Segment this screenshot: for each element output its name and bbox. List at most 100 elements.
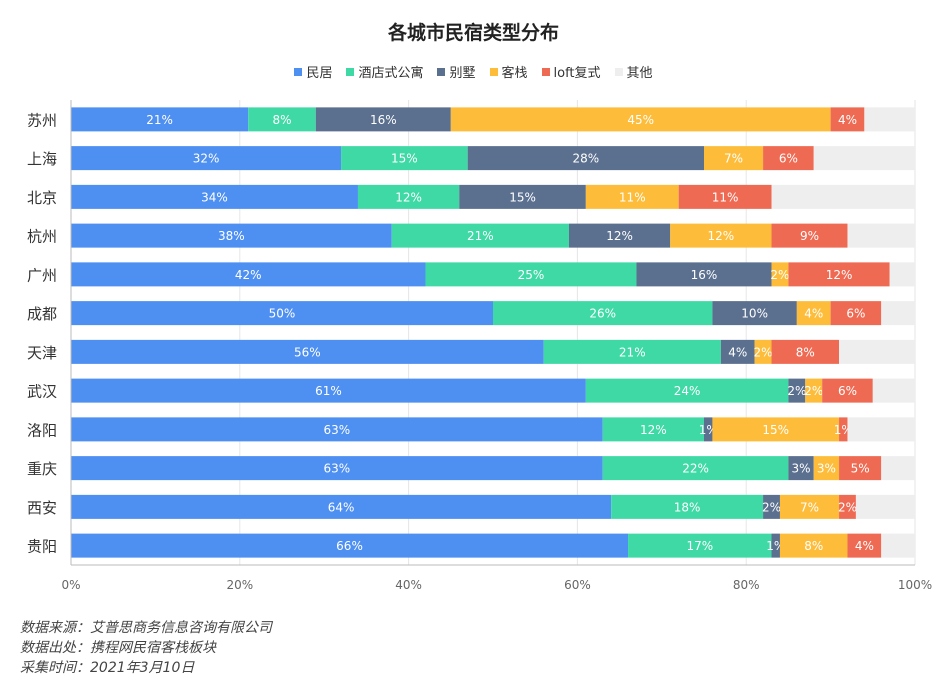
data-label: 15% [509,190,536,204]
data-label: 56% [294,345,321,359]
legend-label: loft复式 [553,66,601,81]
bar-segment [71,262,426,287]
data-label: 12% [708,229,735,243]
bar-segment [839,456,882,481]
bar-segment [771,184,915,209]
bar-segment [391,223,569,248]
category-label: 广州 [27,266,57,284]
data-label: 50% [269,307,296,321]
legend-label: 别墅 [449,66,476,81]
bar-chart: 0% 20% 40% 60% 80% 100% 21% 8% 16% 45% 4% 苏州 32% 15% 2… [27,100,932,592]
legend-swatch [346,67,355,76]
bar-segment [839,417,848,442]
bar-segment [493,301,713,326]
bar-segment [881,301,915,326]
bar-segment [771,339,840,364]
bar-segment [881,533,915,558]
category-label: 成都 [27,305,57,323]
bar-segment [847,417,915,442]
legend-item-3[interactable]: 客栈 [489,62,528,81]
bar-segment [543,339,721,364]
bar-segment [771,533,780,558]
legend: 民居 酒店式公寓 别墅 客栈 loft复式 其他 [0,62,947,81]
data-label: 3% [792,462,811,476]
data-label: 11% [619,190,646,204]
bar-segment [71,146,342,171]
bar-segment [450,107,831,132]
bar-segment [779,494,840,519]
bar-segment [813,146,915,171]
data-label: 9% [800,229,819,243]
data-label: 61% [315,384,342,398]
category-label: 上海 [27,150,57,168]
bar-segment [71,107,249,132]
legend-swatch [294,67,303,76]
category-label: 武汉 [27,383,57,401]
data-label: 28% [573,152,600,166]
bar-segment [357,184,460,209]
category-label: 北京 [27,189,57,207]
bar-segment [568,223,671,248]
bar-segment [636,262,772,287]
bar-segment [872,378,915,403]
bar-segment [864,107,915,132]
data-label: 2% [787,384,806,398]
bar-segment [788,378,806,403]
source-line-1: 数据来源：艾普思商务信息咨询有限公司 [20,620,272,636]
bar-segment [678,184,772,209]
legend-label: 其他 [626,66,653,81]
legend-item-4[interactable]: loft复式 [541,62,601,81]
legend-swatch [614,67,623,76]
data-label: 2% [762,500,781,514]
bar-segment [628,533,772,558]
bar-segment [822,378,873,403]
legend-item-2[interactable]: 别墅 [437,62,476,81]
data-label: 2% [804,384,823,398]
x-tick-label: 100% [898,578,932,592]
data-label: 3% [817,462,836,476]
category-label: 贵阳 [27,538,57,556]
data-label: 25% [518,268,545,282]
bar-segment [71,378,586,403]
bar-segment [425,262,637,287]
data-label: 2% [770,268,789,282]
data-label: 4% [855,539,874,553]
bar-segment [763,146,814,171]
bar-segment [341,146,468,171]
data-label: 7% [724,152,743,166]
data-label: 66% [336,539,363,553]
x-tick-label: 0% [61,578,80,592]
bar-segment [602,456,789,481]
data-label: 15% [391,152,418,166]
data-label: 8% [796,345,815,359]
bar-segment [796,301,831,326]
bar-segment [779,533,848,558]
bar-segment [830,301,882,326]
data-label: 16% [370,113,397,127]
data-label: 4% [728,345,747,359]
source-line-2: 数据出处：携程网民宿客栈板块 [20,640,216,656]
legend-item-5[interactable]: 其他 [614,62,653,81]
x-tick-label: 40% [395,578,422,592]
data-label: 12% [640,423,667,437]
bar-segment [847,223,915,248]
legend-item-0[interactable]: 民居 [294,62,332,81]
data-label: 34% [201,190,228,204]
source-line-3: 采集时间：2021年3月10日 [20,660,195,676]
bar-segment [71,417,603,442]
legend-item-1[interactable]: 酒店式公寓 [346,62,423,81]
legend-swatch [489,67,498,76]
data-label: 45% [627,113,654,127]
legend-label: 民居 [306,66,333,81]
bar-segment [830,107,865,132]
data-label: 6% [838,384,857,398]
data-label: 21% [146,113,173,127]
data-label: 12% [395,190,422,204]
data-label: 5% [851,462,870,476]
bar-segment [315,107,451,132]
data-label: 63% [324,462,351,476]
bar-segment [248,107,316,132]
data-label: 32% [193,152,220,166]
data-label: 4% [838,113,857,127]
legend-swatch [437,67,446,76]
